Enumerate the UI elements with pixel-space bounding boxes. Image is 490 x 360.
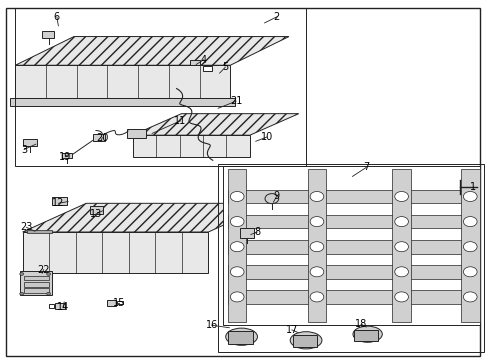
Bar: [62, 153, 72, 158]
Bar: [52, 197, 67, 205]
Ellipse shape: [290, 332, 322, 349]
Circle shape: [464, 192, 477, 202]
Ellipse shape: [353, 326, 382, 342]
Bar: [49, 305, 54, 308]
Text: 12: 12: [52, 198, 65, 208]
Text: 9: 9: [274, 191, 280, 201]
Text: 10: 10: [261, 132, 273, 142]
Bar: [228, 290, 475, 304]
Bar: [228, 169, 246, 321]
Bar: [203, 66, 212, 71]
Polygon shape: [15, 65, 230, 98]
Text: 2: 2: [273, 12, 280, 22]
Bar: [23, 139, 37, 146]
Bar: [24, 276, 49, 280]
Polygon shape: [133, 114, 299, 135]
Text: 23: 23: [21, 222, 33, 232]
Bar: [293, 335, 318, 347]
Bar: [117, 301, 123, 305]
Text: 7: 7: [363, 162, 369, 172]
Circle shape: [47, 273, 50, 275]
Text: 14: 14: [57, 302, 70, 312]
Circle shape: [310, 217, 324, 226]
Text: 19: 19: [59, 152, 72, 162]
Circle shape: [310, 267, 324, 277]
Text: 1: 1: [470, 182, 476, 192]
Circle shape: [230, 217, 244, 226]
Circle shape: [395, 292, 409, 302]
Bar: [392, 169, 411, 321]
Bar: [55, 303, 65, 309]
Ellipse shape: [226, 328, 257, 345]
Text: 22: 22: [37, 265, 50, 275]
Bar: [223, 166, 480, 325]
Text: 18: 18: [355, 319, 368, 329]
Circle shape: [395, 242, 409, 252]
Text: 11: 11: [174, 116, 187, 126]
Circle shape: [395, 267, 409, 277]
Text: 4: 4: [200, 55, 206, 65]
Circle shape: [395, 192, 409, 202]
Circle shape: [310, 192, 324, 202]
Bar: [24, 288, 49, 293]
Bar: [20, 271, 52, 296]
Text: 20: 20: [96, 133, 108, 143]
Text: 6: 6: [54, 12, 60, 22]
Circle shape: [464, 292, 477, 302]
Bar: [308, 169, 326, 321]
Circle shape: [230, 192, 244, 202]
Bar: [228, 265, 475, 279]
Circle shape: [310, 292, 324, 302]
Circle shape: [310, 242, 324, 252]
Text: 17: 17: [286, 325, 298, 335]
Polygon shape: [26, 230, 52, 233]
Circle shape: [265, 194, 279, 204]
Circle shape: [230, 292, 244, 302]
Text: 16: 16: [206, 320, 218, 330]
Polygon shape: [133, 135, 250, 157]
Circle shape: [20, 292, 24, 295]
Polygon shape: [15, 37, 289, 65]
Text: 21: 21: [230, 96, 243, 106]
Circle shape: [395, 217, 409, 226]
Bar: [228, 215, 475, 228]
Circle shape: [230, 242, 244, 252]
Bar: [240, 228, 254, 238]
Bar: [107, 301, 116, 306]
Bar: [228, 331, 253, 344]
Circle shape: [47, 292, 50, 295]
Bar: [93, 134, 105, 141]
Circle shape: [464, 242, 477, 252]
Polygon shape: [10, 98, 235, 107]
Bar: [42, 31, 54, 38]
Bar: [461, 169, 480, 321]
Bar: [24, 282, 49, 287]
Bar: [15, 8, 306, 166]
Bar: [127, 129, 147, 138]
Circle shape: [464, 217, 477, 226]
Bar: [218, 164, 485, 352]
Circle shape: [230, 267, 244, 277]
Text: 13: 13: [90, 209, 102, 219]
Circle shape: [20, 273, 24, 275]
Text: 15: 15: [113, 298, 125, 308]
Polygon shape: [23, 232, 208, 273]
Text: 5: 5: [222, 62, 228, 72]
Bar: [228, 240, 475, 253]
Bar: [354, 330, 378, 341]
Bar: [190, 60, 200, 65]
Text: 3: 3: [21, 144, 27, 154]
Text: 8: 8: [254, 227, 260, 237]
Bar: [90, 206, 103, 214]
Circle shape: [464, 267, 477, 277]
Bar: [228, 190, 475, 203]
Polygon shape: [23, 203, 272, 232]
